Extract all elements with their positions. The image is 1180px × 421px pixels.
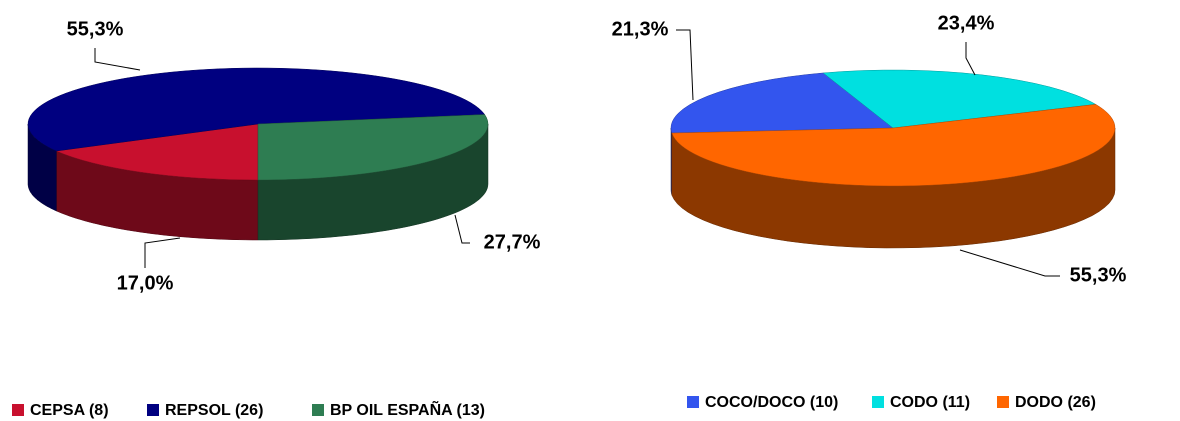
leader-line — [676, 29, 694, 101]
legend-swatch — [997, 396, 1009, 408]
data-label: 55,3% — [1070, 264, 1127, 286]
pie-slice — [671, 104, 1116, 187]
data-label: 27,7% — [484, 231, 541, 253]
legend-label: CODO (11) — [890, 394, 970, 411]
data-label: 23,4% — [938, 12, 995, 34]
pie-slice — [670, 72, 894, 134]
legend-label: COCO/DOCO (10) — [705, 394, 838, 411]
legend-swatch — [872, 396, 884, 408]
data-label: 21,3% — [612, 18, 669, 40]
pie-chart: 21,3% 23,4% 55,3% COCO/DOCO (10) CODO (11) DO… — [612, 12, 1127, 411]
pie-chart: 17,0% 55,3% 27,7% CEPSA (8) REPSOL (26) BP OI… — [12, 18, 541, 419]
pie-slice — [822, 69, 1097, 129]
legend-swatch — [147, 404, 159, 416]
pie-slice — [257, 114, 489, 181]
legend-swatch — [687, 396, 699, 408]
legend-label: DODO (26) — [1015, 394, 1096, 411]
pie-slice — [55, 123, 259, 181]
legend-label: REPSOL (26) — [165, 402, 263, 419]
leader-line — [94, 48, 141, 71]
legend-swatch — [12, 404, 24, 416]
leader-line — [965, 42, 976, 76]
leader-line — [144, 237, 181, 268]
legend-label: BP OIL ESPAÑA (13) — [330, 399, 485, 419]
data-label: 55,3% — [67, 18, 124, 40]
leader-line — [959, 249, 1060, 277]
leader-line — [454, 214, 470, 244]
legend-swatch — [312, 404, 324, 416]
pie-slice — [27, 67, 486, 152]
data-label: 17,0% — [117, 272, 174, 294]
legend-label: CEPSA (8) — [30, 402, 109, 419]
